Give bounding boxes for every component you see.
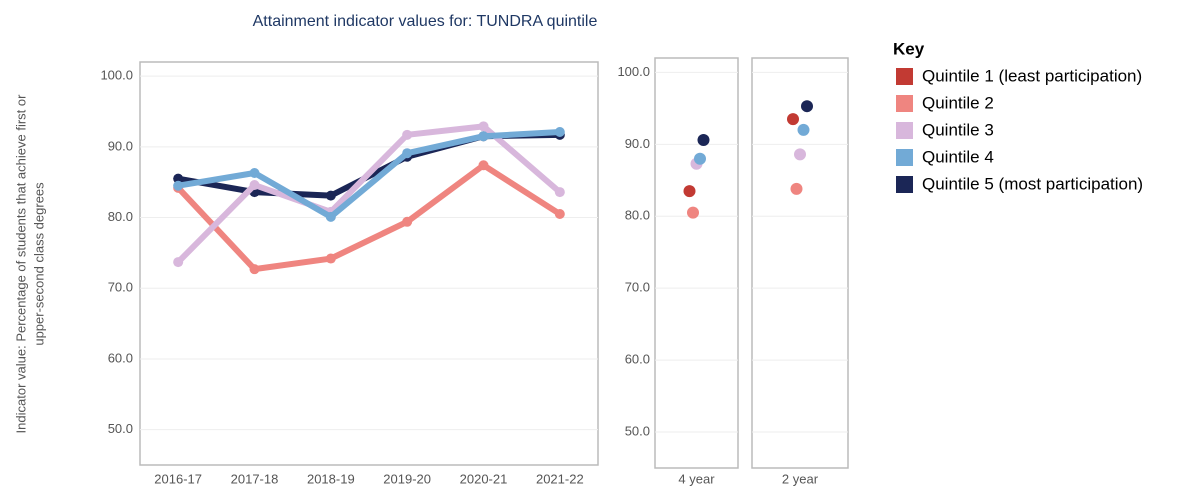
- point: [249, 180, 260, 191]
- legend-swatch: [896, 122, 913, 139]
- point: [325, 211, 336, 222]
- line: [175, 162, 563, 273]
- y-tick-label: 80.0: [108, 209, 133, 224]
- legend-swatch: [896, 68, 913, 85]
- point: [249, 264, 260, 275]
- x-tick-label: 2018-19: [307, 471, 355, 486]
- dot: [787, 113, 799, 126]
- y-tick-label: 70.0: [108, 280, 133, 295]
- panel-frame: [751, 57, 849, 469]
- point: [402, 216, 413, 227]
- point: [478, 131, 489, 142]
- point: [249, 168, 260, 179]
- point: [173, 257, 184, 268]
- dot: [797, 123, 810, 136]
- point: [402, 129, 413, 140]
- point: [173, 180, 184, 191]
- y-axis-label: Indicator value: Percentage of students …: [13, 94, 28, 434]
- legend-swatch: [896, 176, 913, 193]
- x-tick-label: 4 year: [678, 471, 715, 486]
- y-tick-label: 90.0: [625, 136, 650, 151]
- y-tick-label: 50.0: [108, 421, 133, 436]
- legend-swatch: [896, 149, 913, 166]
- point: [402, 148, 413, 159]
- y-axis-label: upper-second class degrees: [31, 182, 46, 346]
- point: [478, 121, 489, 132]
- x-tick-label: 2021-22: [536, 471, 584, 486]
- dot: [801, 100, 813, 113]
- y-tick-label: 100.0: [617, 64, 650, 79]
- point: [173, 173, 184, 184]
- legend-label: Quintile 2: [922, 93, 994, 112]
- point: [478, 160, 489, 171]
- dot: [794, 148, 806, 161]
- x-tick-label: 2017-18: [231, 471, 279, 486]
- legend-label: Quintile 4: [922, 147, 994, 166]
- panel-frame: [654, 57, 739, 469]
- x-tick-label: 2016-17: [154, 471, 202, 486]
- point: [554, 187, 565, 198]
- y-tick-label: 60.0: [108, 350, 133, 365]
- y-tick-label: 50.0: [625, 423, 650, 438]
- dot: [790, 182, 803, 195]
- point: [554, 209, 565, 220]
- dot: [697, 134, 710, 146]
- dot: [683, 185, 696, 198]
- legend-label: Quintile 3: [922, 120, 994, 139]
- dot: [694, 152, 706, 165]
- legend-label: Quintile 5 (most participation): [922, 174, 1143, 193]
- point: [325, 253, 336, 264]
- y-tick-label: 70.0: [625, 280, 650, 295]
- y-tick-label: 60.0: [625, 352, 650, 367]
- point: [325, 190, 336, 201]
- point: [554, 126, 565, 137]
- dot: [687, 206, 699, 219]
- legend-title: Key: [893, 39, 925, 58]
- x-tick-label: 2020-21: [460, 471, 508, 486]
- y-tick-label: 100.0: [100, 68, 133, 83]
- plot-frame: [139, 61, 599, 466]
- x-tick-label: 2 year: [782, 471, 819, 486]
- x-tick-label: 2019-20: [383, 471, 431, 486]
- y-tick-label: 90.0: [108, 138, 133, 153]
- legend-swatch: [896, 95, 913, 112]
- chart-title: Attainment indicator values for: TUNDRA …: [253, 13, 598, 30]
- line: [175, 128, 563, 220]
- legend-label: Quintile 1 (least participation): [922, 66, 1142, 85]
- y-tick-label: 80.0: [625, 208, 650, 223]
